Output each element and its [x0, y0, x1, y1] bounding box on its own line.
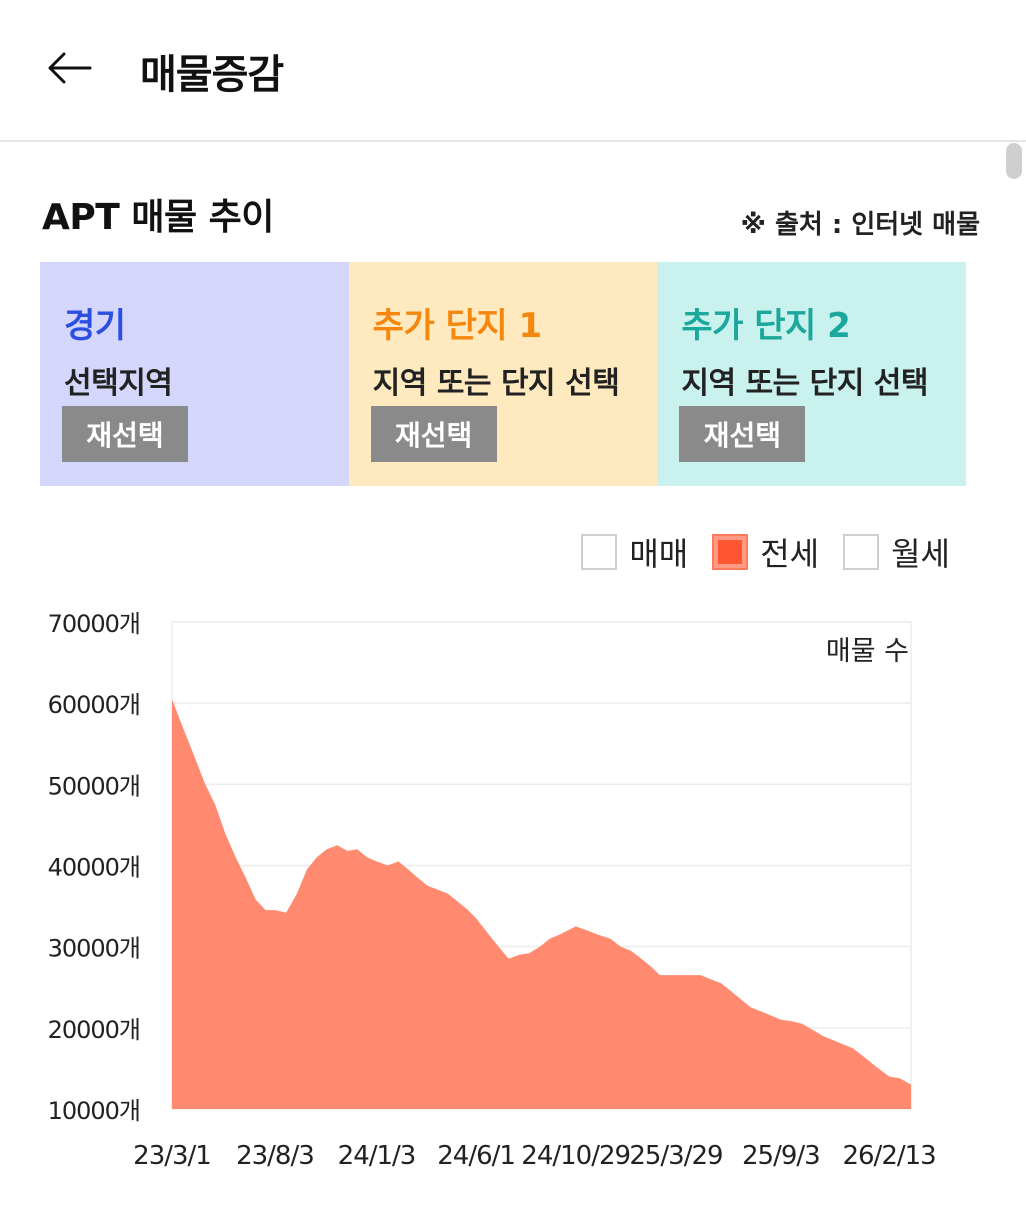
- panel-complex-1-title: 추가 단지 1: [372, 306, 542, 346]
- checkbox-checked-icon[interactable]: [712, 534, 749, 570]
- y-tick-label: 10000개: [48, 1097, 140, 1125]
- panel-complex-1: 추가 단지 1 지역 또는 단지 선택 재선택: [348, 262, 658, 486]
- x-tick-label: 25/3/29: [629, 1141, 722, 1171]
- x-tick-label: 24/1/3: [338, 1141, 416, 1171]
- chart-legend: 매매 전세 월세: [557, 530, 950, 574]
- panel-complex-2: 추가 단지 2 지역 또는 단지 선택 재선택: [657, 262, 967, 486]
- reselect-complex-1-button[interactable]: 재선택: [370, 406, 497, 462]
- x-tick-label: 25/9/3: [742, 1141, 820, 1171]
- legend-jeonse[interactable]: 전세: [712, 529, 819, 575]
- legend-sale-label: 매매: [629, 535, 689, 573]
- y-tick-label: 70000개: [48, 610, 140, 638]
- series-area-전세: [172, 699, 911, 1109]
- back-button[interactable]: [44, 42, 96, 94]
- listing-count-chart: 70000개 60000개 50000개 40000개 30000개 20000개 1000…: [48, 610, 937, 1171]
- x-tick-label: 24/6/1: [437, 1141, 515, 1171]
- checkbox-icon[interactable]: [843, 534, 880, 570]
- legend-sale[interactable]: 매매: [581, 529, 688, 575]
- panel-region: 경기 선택지역 재선택: [40, 262, 349, 486]
- arrow-left-icon: [48, 52, 92, 84]
- x-tick-label: 23/8/3: [236, 1141, 314, 1171]
- y-tick-label: 60000개: [48, 691, 140, 719]
- legend-monthly[interactable]: 월세: [843, 529, 950, 575]
- checkbox-icon[interactable]: [581, 534, 618, 570]
- scrollbar-thumb[interactable]: [1006, 143, 1022, 179]
- panel-complex-2-subtitle: 지역 또는 단지 선택: [681, 366, 928, 401]
- section-title: APT 매물 추이: [42, 197, 274, 238]
- y-tick-label: 30000개: [48, 935, 140, 963]
- x-tick-label: 24/10/29: [521, 1141, 630, 1171]
- panel-region-subtitle: 선택지역: [64, 366, 173, 401]
- reselect-complex-2-button[interactable]: 재선택: [679, 406, 806, 462]
- panel-complex-2-title: 추가 단지 2: [681, 306, 851, 346]
- page-title: 매물증감: [140, 52, 284, 98]
- series-label: 매물 수: [826, 636, 909, 667]
- legend-monthly-label: 월세: [891, 535, 950, 573]
- app-header: 매물증감: [0, 0, 1026, 142]
- comparison-panels: 경기 선택지역 재선택 추가 단지 1 지역 또는 단지 선택 재선택 추가 단…: [40, 262, 967, 486]
- x-tick-label: 23/3/1: [133, 1141, 211, 1171]
- reselect-region-button[interactable]: 재선택: [62, 406, 188, 462]
- panel-region-title: 경기: [64, 306, 126, 346]
- y-tick-label: 50000개: [48, 772, 140, 800]
- y-tick-label: 20000개: [48, 1016, 140, 1044]
- panel-complex-1-subtitle: 지역 또는 단지 선택: [372, 366, 620, 401]
- x-tick-label: 26/2/13: [842, 1141, 935, 1171]
- y-tick-label: 40000개: [48, 854, 140, 882]
- source-note: ※ 출처 : 인터넷 매물: [740, 210, 980, 240]
- legend-jeonse-label: 전세: [760, 535, 820, 573]
